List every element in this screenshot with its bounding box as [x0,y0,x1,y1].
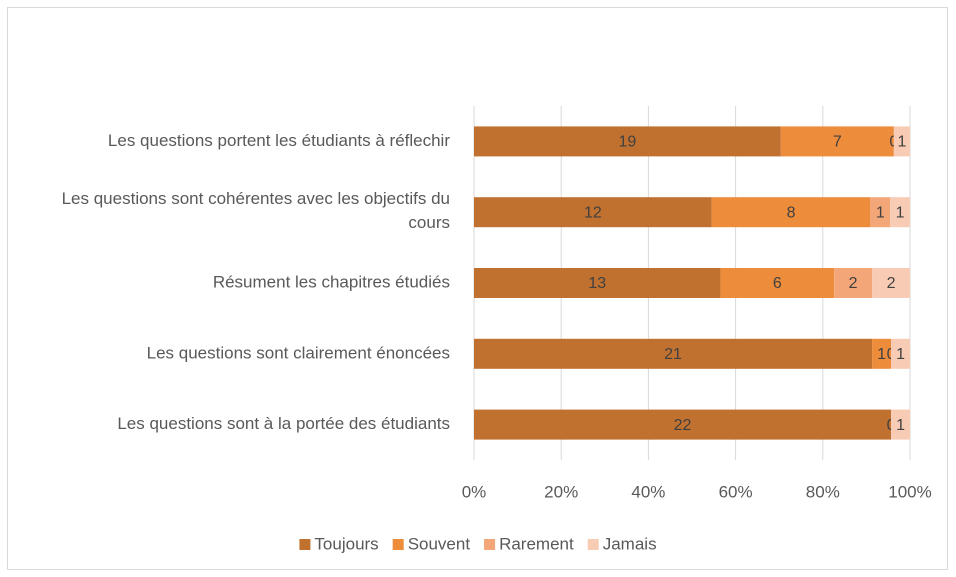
data-label: 6 [773,275,782,292]
bar-segment [711,197,871,228]
bar-segment [474,126,781,157]
y-tick-label: Les questions portent les étudiants à ré… [108,131,450,150]
bar-segment [891,338,910,369]
data-label: 12 [584,204,602,221]
bar-segment [474,409,892,440]
y-tick-label: Résument les chapitres étudiés [213,272,450,291]
data-label: 19 [619,134,637,151]
data-label: 21 [664,346,682,363]
y-tick-label: Les questions sont cohérentes avec les o… [62,190,450,233]
bar-segment [474,338,873,369]
legend-label: Toujours [314,534,378,553]
bar-segment [780,126,894,157]
x-tick-label: 60% [719,482,753,501]
data-label: 1 [876,204,885,221]
x-tick-label: 40% [631,482,665,501]
y-tick-label: Les questions sont clairement énoncées [147,343,450,362]
x-tick-label: 20% [544,482,578,501]
bar-segment [890,197,910,228]
y-tick-label: Les questions sont à la portée des étudi… [117,414,450,433]
data-label: 1 [897,134,906,151]
data-label: 2 [887,275,896,292]
legend-label: Rarement [499,534,574,553]
bar-segment [891,409,910,440]
bar-segment [893,126,910,157]
bar-segment [720,268,835,298]
data-label: 13 [588,275,606,292]
bar-segment [474,197,712,228]
x-tick-label: 0% [462,482,487,501]
bar-segment [870,197,891,228]
data-label: 1 [896,346,905,363]
x-tick-label: 80% [806,482,840,501]
data-label: 1 [877,346,886,363]
bar-segment [872,338,892,369]
bar-segment [834,268,873,298]
legend-swatch [587,539,599,550]
data-label: 2 [849,275,858,292]
data-label: 8 [787,204,796,221]
legend-swatch [299,539,311,550]
data-label: 22 [674,417,692,434]
data-label: 7 [833,134,842,151]
legend-swatch [392,539,404,550]
data-label: 1 [896,417,905,434]
legend-label: Souvent [408,534,471,553]
bar-segment [474,268,721,298]
legend-label: Jamais [603,534,657,553]
data-label: 1 [896,204,905,221]
bar-segment [872,268,910,298]
legend-swatch [484,539,496,550]
x-tick-label: 100% [888,482,931,501]
